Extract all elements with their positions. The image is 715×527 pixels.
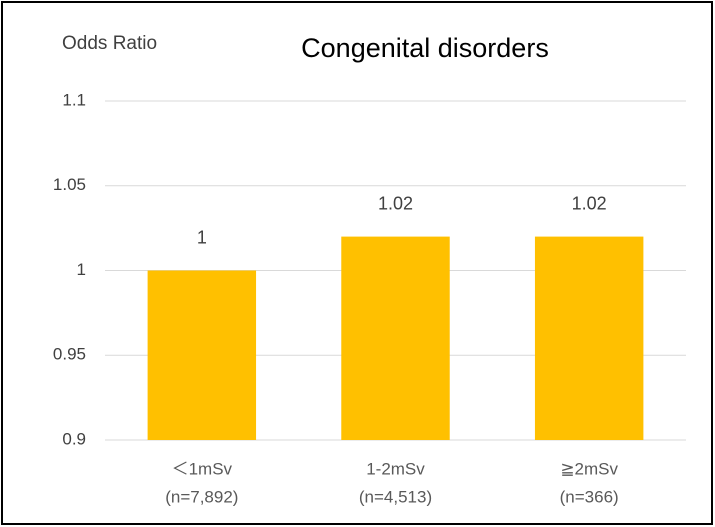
y-tick-label: 1.1 <box>62 90 86 109</box>
chart-title: Congenital disorders <box>301 33 549 63</box>
y-axis-label: Odds Ratio <box>62 33 157 54</box>
x-tick-sublabel: (n=4,513) <box>359 487 432 506</box>
x-tick-label: ≧2mSv <box>560 459 618 478</box>
bar <box>147 270 257 440</box>
x-tick-sublabel: (n=366) <box>560 487 619 506</box>
value-label: 1 <box>197 227 207 247</box>
y-tick-label: 1.05 <box>53 175 86 194</box>
y-tick-label: 1 <box>77 260 86 279</box>
y-tick-label: 0.95 <box>53 345 86 364</box>
value-label: 1.02 <box>572 193 607 213</box>
x-tick-sublabel: (n=7,892) <box>165 487 238 506</box>
bar <box>341 236 450 440</box>
y-tick-label: 0.9 <box>62 429 86 448</box>
value-label: 1.02 <box>378 193 413 213</box>
x-tick-label: 1-2mSv <box>366 459 425 478</box>
x-tick-label: ＜1mSv <box>172 459 233 478</box>
bar <box>534 236 644 440</box>
